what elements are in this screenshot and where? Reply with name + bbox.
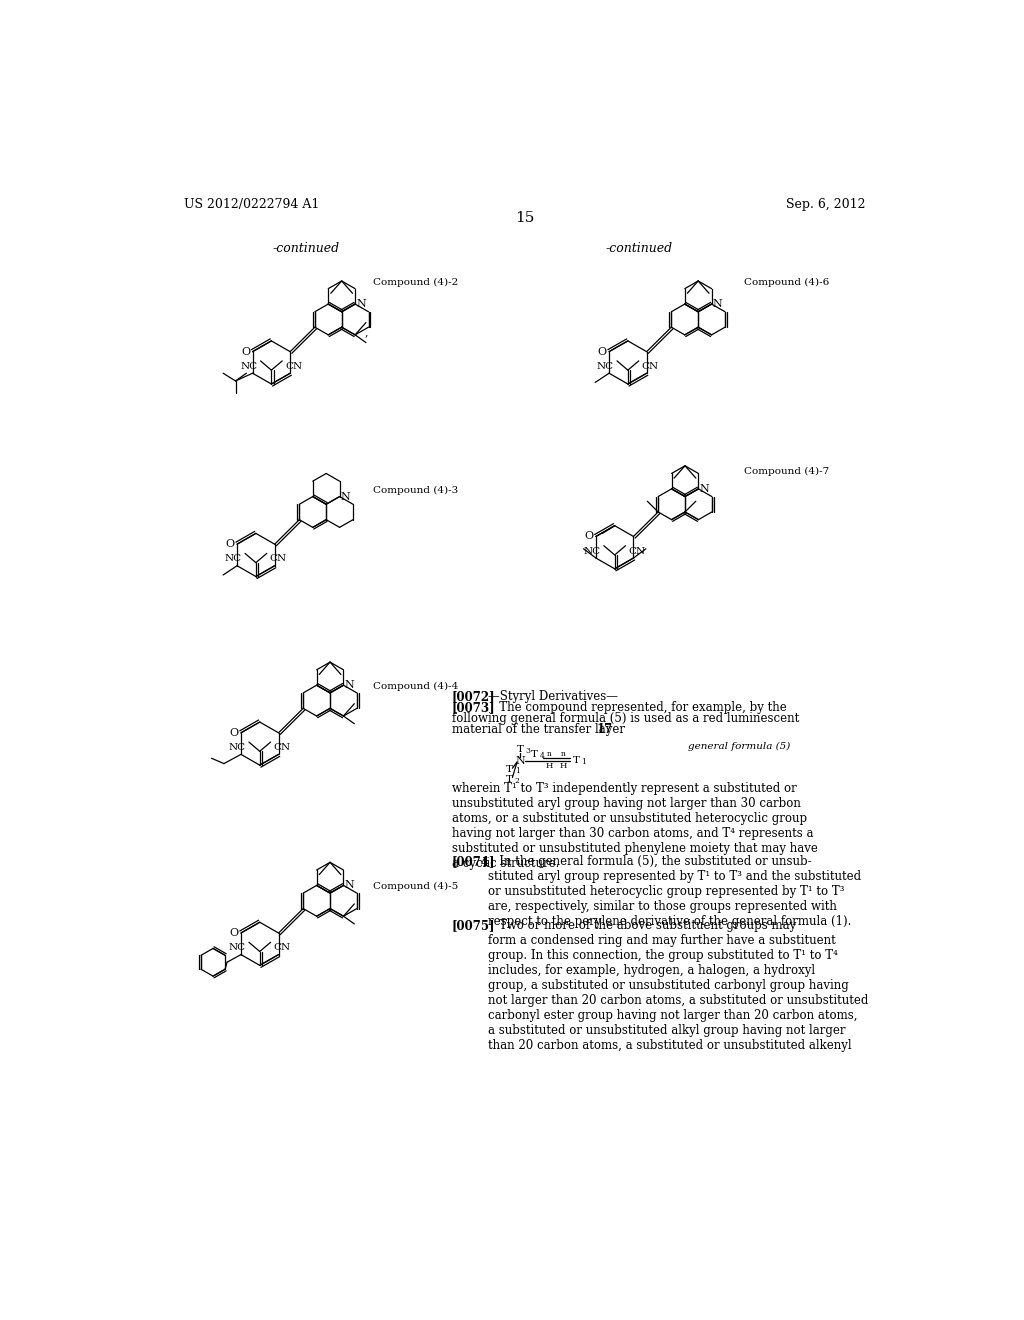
Text: NC: NC	[228, 743, 246, 752]
Text: N: N	[356, 300, 367, 309]
Text: n: n	[560, 750, 565, 759]
Text: 15: 15	[515, 211, 535, 224]
Text: N: N	[515, 755, 525, 766]
Text: -continued: -continued	[272, 242, 340, 255]
Text: CN: CN	[273, 944, 291, 952]
Text: general formula (5): general formula (5)	[688, 742, 791, 751]
Text: 2: 2	[515, 776, 519, 784]
Text: -continued: -continued	[606, 242, 673, 255]
Text: NC: NC	[241, 362, 257, 371]
Text: H: H	[559, 762, 566, 770]
Text: CN: CN	[629, 546, 646, 556]
Text: CN: CN	[286, 362, 302, 371]
Text: —Styryl Derivatives—: —Styryl Derivatives—	[487, 689, 617, 702]
Text: material of the transfer layer: material of the transfer layer	[452, 723, 629, 735]
Text: T: T	[572, 756, 580, 766]
Text: CN: CN	[273, 743, 291, 752]
Text: N: N	[699, 484, 710, 494]
Text: NC: NC	[584, 546, 601, 556]
Text: O: O	[225, 539, 234, 549]
Text: N: N	[713, 300, 723, 309]
Text: Compound (4)-7: Compound (4)-7	[744, 466, 829, 475]
Text: [0074]: [0074]	[452, 855, 496, 869]
Text: Sep. 6, 2012: Sep. 6, 2012	[786, 198, 866, 211]
Text: [0073]: [0073]	[452, 701, 496, 714]
Text: N: N	[345, 880, 354, 891]
Text: The compound represented, for example, by the: The compound represented, for example, b…	[487, 701, 786, 714]
Text: N: N	[345, 680, 354, 690]
Text: 4: 4	[540, 752, 545, 760]
Text: O: O	[229, 928, 239, 939]
Text: US 2012/0222794 A1: US 2012/0222794 A1	[183, 198, 319, 211]
Text: Compound (4)-3: Compound (4)-3	[373, 486, 458, 495]
Text: Two or more of the above substituent groups may
form a condensed ring and may fu: Two or more of the above substituent gro…	[487, 919, 868, 1052]
Text: Compound (4)-5: Compound (4)-5	[373, 882, 458, 891]
Text: In the general formula (5), the substituted or unsub-
stituted aryl group repres: In the general formula (5), the substitu…	[487, 855, 861, 928]
Text: 1: 1	[582, 758, 587, 766]
Text: [0075]: [0075]	[452, 919, 496, 932]
Text: N: N	[341, 491, 350, 502]
Text: O: O	[241, 347, 250, 356]
Text: T: T	[506, 766, 513, 775]
Text: T: T	[530, 750, 538, 759]
Text: ,: ,	[365, 327, 368, 337]
Text: T: T	[506, 775, 513, 784]
Text: H: H	[546, 762, 553, 770]
Text: NC: NC	[228, 944, 246, 952]
Text: O: O	[229, 727, 239, 738]
Text: O: O	[585, 532, 594, 541]
Text: NC: NC	[225, 554, 242, 564]
Text: Compound (4)-2: Compound (4)-2	[373, 277, 458, 286]
Text: Compound (4)-4: Compound (4)-4	[373, 682, 458, 692]
Text: T: T	[517, 746, 523, 754]
Text: wherein T¹ to T³ independently represent a substituted or
unsubstituted aryl gro: wherein T¹ to T³ independently represent…	[452, 781, 818, 870]
Text: 3: 3	[525, 747, 530, 755]
Text: 17: 17	[596, 723, 612, 735]
Text: n: n	[547, 750, 552, 759]
Text: CN: CN	[270, 554, 287, 564]
Text: Compound (4)-6: Compound (4)-6	[744, 277, 829, 286]
Text: NC: NC	[597, 362, 614, 371]
Text: following general formula (5) is used as a red luminescent: following general formula (5) is used as…	[452, 711, 799, 725]
Text: CN: CN	[642, 362, 659, 371]
Text: [0072]: [0072]	[452, 689, 496, 702]
Text: 1: 1	[515, 767, 519, 775]
Text: O: O	[598, 347, 606, 356]
